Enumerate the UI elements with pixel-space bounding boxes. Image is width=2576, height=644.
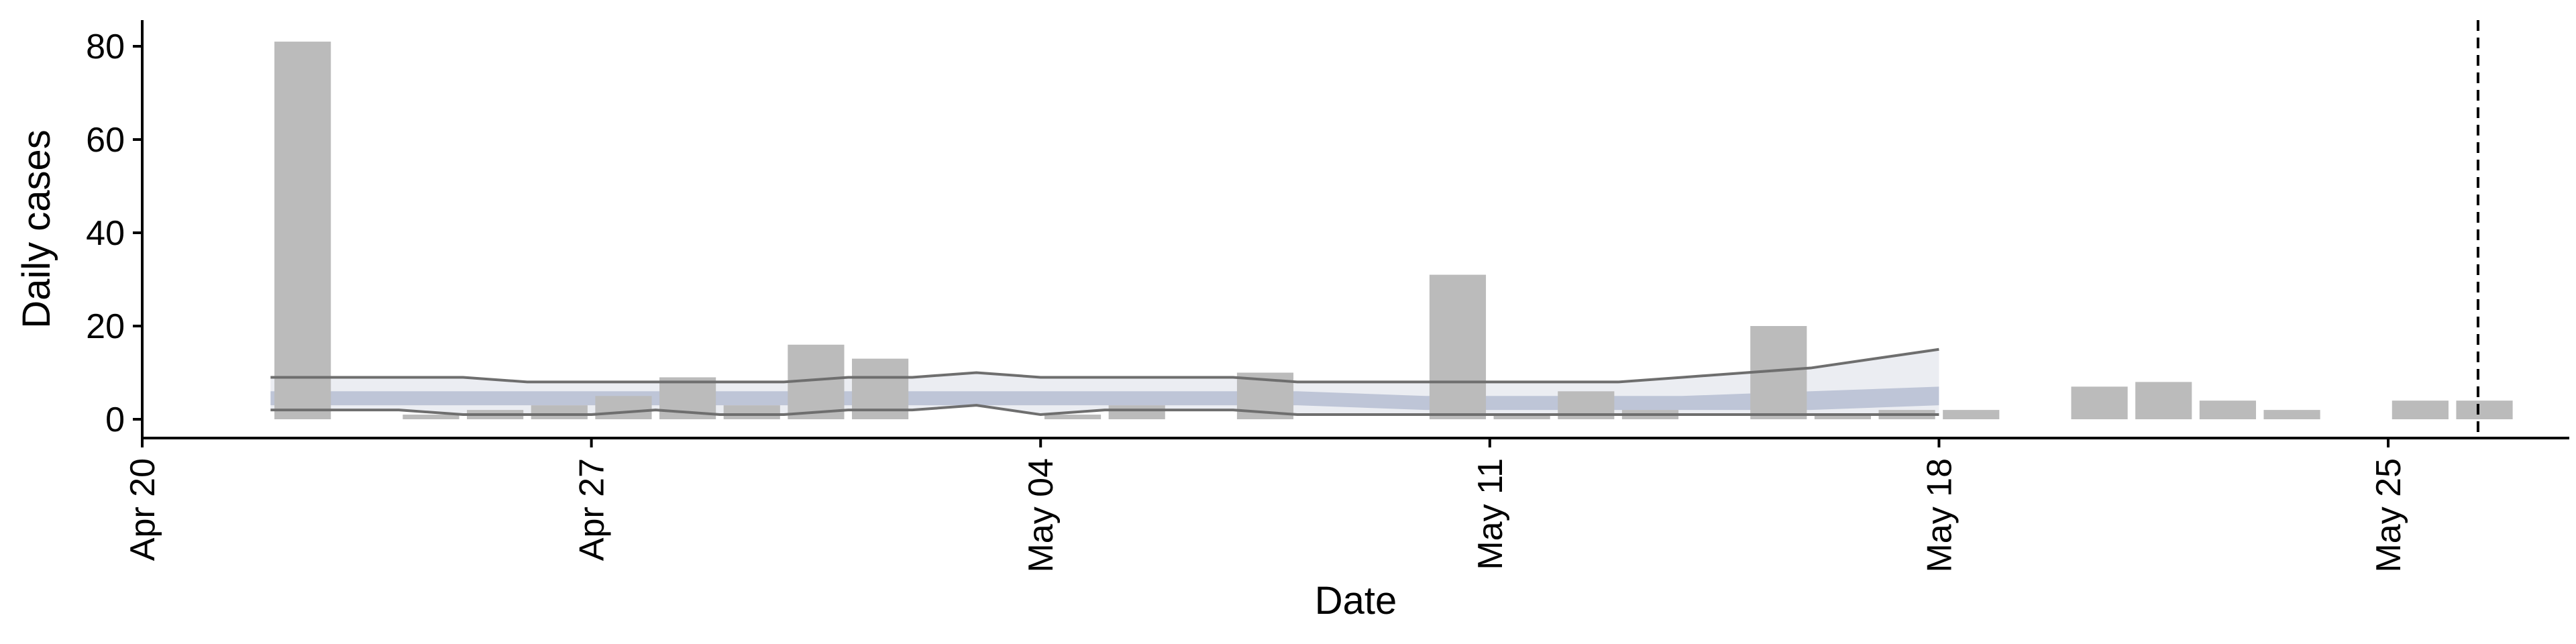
case-bar [1814,415,1872,419]
case-bar [402,415,460,419]
case-bar [1108,405,1165,419]
case-bar [1429,274,1487,419]
case-bar [595,396,652,419]
x-tick-label: May 18 [1920,458,1959,573]
case-bar [2199,400,2256,419]
y-axis-ticks: 0 20 40 60 80 [86,28,142,439]
case-bar [2456,400,2513,419]
case-bar [2135,382,2192,419]
x-tick-label: May 04 [1022,458,1061,573]
case-bar [2071,386,2128,419]
case-bar [1493,415,1550,419]
axes [141,20,2569,439]
y-tick-label: 0 [105,400,125,439]
x-tick-label: Apr 27 [573,458,612,561]
case-bar [723,405,780,419]
case-bar [1044,415,1102,419]
x-axis-title: Date [1315,579,1397,623]
y-tick-label: 40 [86,214,125,253]
case-bars [274,42,2513,420]
case-bar [2263,410,2320,419]
case-bar [531,405,588,419]
y-tick-label: 80 [86,28,125,66]
case-bar [274,42,331,420]
y-tick-label: 20 [86,307,125,346]
lower-interval-line [270,404,1939,417]
upper-interval-line [270,347,1939,384]
x-tick-label: Apr 20 [123,458,162,561]
x-tick-label: May 25 [2369,458,2408,573]
y-axis-title: Daily cases [15,129,58,329]
case-bar [2392,400,2449,419]
x-axis-ticks: Apr 20 Apr 27 May 04 May 11 May 18 May 25 [123,438,2408,573]
x-tick-label: May 11 [1471,458,1510,570]
interval-lines [270,347,1939,417]
y-tick-label: 60 [86,121,125,160]
case-bar [1943,410,2000,419]
